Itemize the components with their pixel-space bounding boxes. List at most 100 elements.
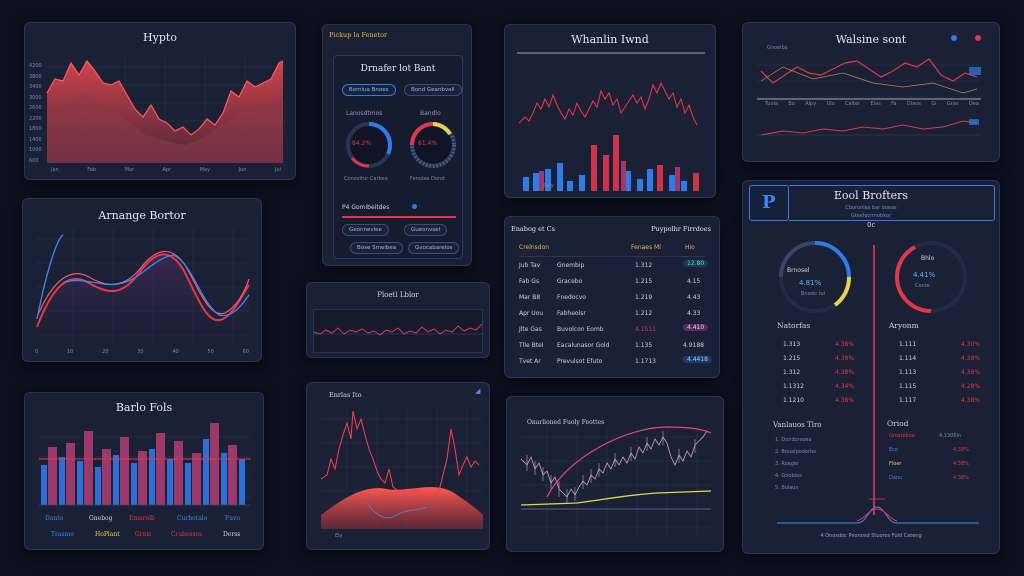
y-tick: 2200: [29, 115, 42, 122]
lower-list-item: 5. Bolaus: [775, 485, 799, 491]
gauge-right: [410, 122, 456, 168]
price-volume-chart: [517, 52, 705, 191]
lower-right-value: 4.38%: [953, 475, 969, 481]
divider-vertical: [873, 245, 875, 515]
x-tick: 60: [242, 349, 249, 355]
slider-label: P4 Gomibeitdes: [342, 204, 390, 211]
panel-title: Onarlioned Fuoly Feottes: [527, 419, 605, 426]
cell-date: Tvet Ar: [519, 358, 541, 365]
legend-item: Emarolb: [129, 515, 155, 522]
panel-title: Arnange Bortor: [98, 209, 186, 222]
metric-row: 1.115 4.28%: [899, 383, 989, 397]
cell-name: Fabheolsr: [557, 310, 586, 317]
data-table-panel: Enabog et Cs Puypolhr Firrdoes Crelnsdon…: [504, 216, 720, 378]
legend-item: Fuvo: [225, 515, 241, 522]
metric-value: 1.312: [783, 369, 801, 376]
legend-item: Curbotalo: [177, 515, 208, 522]
cell-change: 4.9188: [683, 342, 704, 349]
legend-dot-blue[interactable]: [951, 35, 957, 41]
legend-item: Greis: [135, 531, 152, 538]
walsine-chart-panel: Walsine sont Gnoelbs Tuola Bo Alpy Ulo C…: [742, 22, 1000, 162]
metric-pct: 4.38%: [835, 355, 855, 362]
x-tick: Dlaos: [906, 101, 921, 107]
bump-chart: [777, 498, 979, 524]
barlo-bar-chart-panel: Barlo Fols Danto Gnebog Emarolb Curbotal…: [24, 392, 264, 550]
bar-chart: [39, 423, 251, 506]
metric-value: 1.114: [899, 355, 917, 362]
tab-bond[interactable]: Bond Geanbvall: [404, 84, 462, 96]
cell-value: 1.215: [635, 278, 653, 285]
cell-date: Fab Gs: [519, 278, 540, 285]
gauge-caption: Fenolae Dorot: [410, 176, 445, 182]
gauge-label: Bhlo: [921, 255, 935, 262]
table-row[interactable]: Tvet Ar Prevulsot Efuto 1.1713 4.4418: [519, 355, 712, 371]
summary-panel: P Eool Brofters Cboronlas bar ooeas Gtee…: [742, 180, 1000, 554]
gauge-value: 4.41%: [913, 271, 936, 279]
gauge-left: [346, 121, 392, 168]
metric-pct: 4.38%: [835, 369, 855, 376]
badge: 0c: [867, 221, 876, 229]
candlestick-chart: [520, 426, 712, 537]
x-tick: Gras: [946, 101, 959, 107]
cell-date: Jlte Gas: [519, 326, 542, 333]
legend-item: Trasmo: [51, 531, 74, 538]
x-tick: Ulo: [826, 101, 835, 107]
button-geonnevlee[interactable]: Geonnevlee: [342, 224, 389, 236]
metric-value: 1.1210: [783, 397, 804, 404]
table-row[interactable]: Tlle Btel Eacalunasor Gold 1.135 4.9188: [519, 339, 705, 355]
table-row[interactable]: Fab Gs Gracebo 1.215 4.15: [519, 275, 705, 291]
button-gueonvsel[interactable]: Gueonvsel: [404, 224, 448, 236]
whanlin-chart-panel: Whanlin Iwnd Suly: [504, 24, 716, 198]
table-row[interactable]: Jub Tav Gnembip 1.312 12.80: [519, 259, 709, 275]
axis-caption: Ely: [335, 533, 343, 539]
metric-value: 1.111: [899, 341, 917, 348]
cell-name: Gnembip: [557, 262, 585, 269]
cell-change: 4.15: [687, 278, 701, 285]
legend-item: Crabessos: [171, 531, 203, 538]
cell-value: 1.219: [635, 294, 653, 301]
x-tick: 20: [102, 349, 109, 355]
x-tick: 0: [35, 349, 39, 355]
table-row[interactable]: Apr Uou Fabheolsr 1.212 4.33: [519, 307, 705, 323]
gauge-label: Brnosel: [787, 267, 810, 274]
lower-right-item: Danu: [889, 475, 903, 481]
lower-list-item: 4. Gnobios: [775, 473, 802, 479]
x-tick: 30: [137, 349, 144, 355]
metric-pct: 4.30%: [961, 341, 981, 348]
legend-dot-red[interactable]: [975, 35, 981, 41]
cell-value: 1.135: [635, 342, 653, 349]
x-tick: Elas: [870, 101, 881, 107]
metric-value: 1.113: [899, 369, 917, 376]
header-frame: [789, 185, 995, 221]
x-tick: 50: [207, 349, 214, 355]
cell-date: Mar B8: [519, 294, 541, 301]
tab-bomiua[interactable]: Bomiua Bnoes: [342, 84, 396, 96]
metric-row: 1.117 4.38%: [899, 397, 989, 411]
metric-pct: 4.28%: [961, 383, 981, 390]
cell-name: Prevulsot Efuto: [557, 358, 603, 365]
button-bose-smeibea[interactable]: Bose Smeibea: [350, 242, 404, 254]
slider-track[interactable]: [342, 216, 456, 218]
lower-right-item: Floer: [889, 461, 902, 467]
button-gvocabarelos[interactable]: Gvocabarelos: [408, 242, 460, 254]
lower-right-title: Oriod: [887, 419, 909, 428]
slider-knob-icon[interactable]: [412, 204, 417, 209]
onarlioned-chart-panel: Onarlioned Fuoly Feottes: [506, 396, 724, 552]
footer-text: 4 Onosdoc Pnonosd Stuoros Fuld Cateng: [820, 533, 922, 539]
x-tick: Alpy: [805, 101, 817, 107]
legend-item: Gnebog: [89, 515, 113, 522]
table-row[interactable]: Jlte Gas Buvolcon Eomb 4.1511 4.410: [519, 323, 709, 339]
line-chart: [36, 229, 250, 347]
arnange-line-chart-panel: Arnange Bortor 0 10 20 30 40 50 60: [22, 198, 262, 362]
area-spike-chart: [320, 409, 483, 529]
table-row[interactable]: Mar B8 Fnedocvo 1.219 4.43: [519, 291, 705, 307]
y-axis-labels: 4200 3800 3400 3000 2600 2200 1800 1400 …: [29, 63, 45, 168]
lower-right-item: Eco: [889, 447, 898, 453]
panel-title: Enrlas Ito: [329, 391, 362, 399]
metric-row: 1.215 4.38%: [783, 355, 863, 369]
corner-icon[interactable]: ◢: [475, 387, 481, 395]
table-title-left: Enabog et Cs: [511, 225, 555, 233]
inner-card: Drnafer lot Bant Bomiua Bnoes Bond Geanb…: [333, 55, 463, 259]
cell-change: 4.33: [687, 310, 701, 317]
gauge-caption: Conovitur Carbea: [344, 176, 388, 182]
